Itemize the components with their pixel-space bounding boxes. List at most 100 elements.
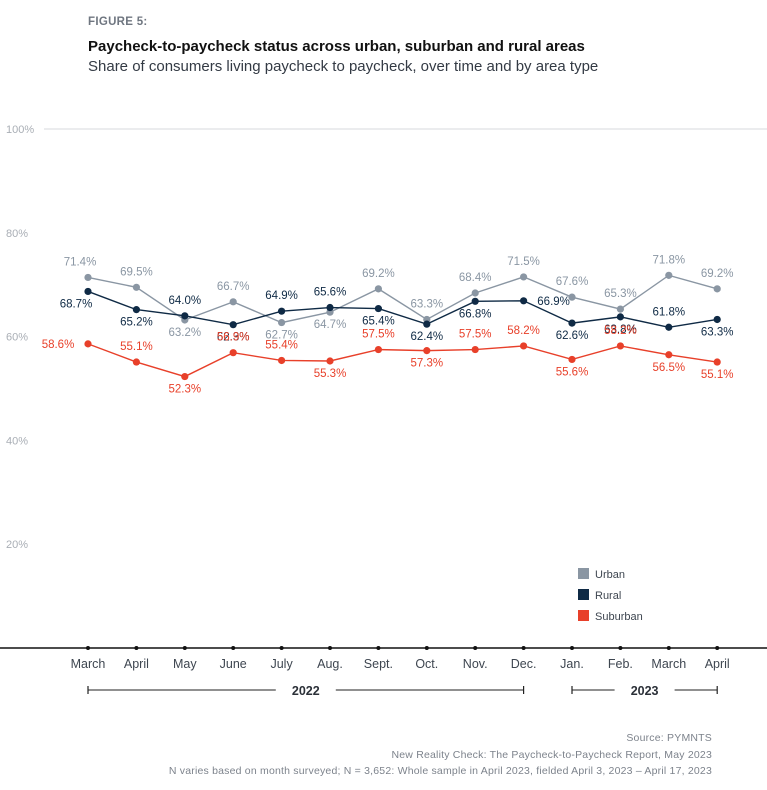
x-tick-dot <box>279 646 284 650</box>
urban-data-label: 66.7% <box>217 281 250 293</box>
urban-data-point <box>374 285 382 293</box>
suburban-data-point <box>471 345 479 354</box>
suburban-data-label: 57.5% <box>362 329 395 341</box>
suburban-data-label: 52.3% <box>168 384 201 396</box>
rural-data-label: 66.8% <box>459 308 492 320</box>
x-tick-label: Dec. <box>511 657 537 671</box>
urban-data-point <box>568 293 576 301</box>
rural-series-line <box>87 290 718 328</box>
rural-data-label: 62.3% <box>217 332 250 344</box>
rural-data-point <box>616 313 625 321</box>
rural-data-point <box>229 321 237 329</box>
suburban-data-point <box>568 355 576 364</box>
rural-data-label: 65.2% <box>120 317 153 329</box>
x-tick-label: Nov. <box>463 657 488 671</box>
suburban-data-label: 55.1% <box>120 341 153 353</box>
x-tick-dot <box>134 646 139 650</box>
suburban-data-label: 55.1% <box>701 369 734 381</box>
urban-legend-label: Urban <box>595 569 625 581</box>
figure-label: FIGURE 5: <box>88 16 148 28</box>
suburban-data-label: 58.6% <box>42 339 75 351</box>
rural-data-label: 66.9% <box>537 296 570 308</box>
urban-data-point <box>520 273 528 281</box>
suburban-legend-label: Suburban <box>595 611 643 623</box>
urban-data-point <box>471 289 479 297</box>
urban-data-label: 62.7% <box>265 330 298 342</box>
rural-data-label: 63.8% <box>604 324 637 336</box>
suburban-data-point <box>229 349 237 357</box>
suburban-data-label: 58.2% <box>507 325 540 337</box>
suburban-series-line <box>87 343 718 378</box>
suburban-data-point <box>374 345 382 354</box>
rural-legend-label: Rural <box>595 590 621 602</box>
x-tick-label: March <box>651 657 686 671</box>
x-tick-dot <box>570 646 574 650</box>
rural-data-point <box>423 320 431 328</box>
x-tick-label: Aug. <box>317 657 343 671</box>
suburban-data-label: 56.9% <box>217 332 250 344</box>
urban-data-label: 63.2% <box>168 327 201 339</box>
rural-data-label: 68.7% <box>60 298 93 310</box>
urban-data-label: 64.7% <box>314 319 347 331</box>
x-tick-dot <box>715 646 720 650</box>
rural-data-point <box>374 304 382 313</box>
rural-data-label: 63.3% <box>701 326 734 338</box>
suburban-data-label: 55.6% <box>556 366 589 378</box>
suburban-data-point <box>665 351 673 359</box>
urban-data-label: 69.5% <box>120 266 153 278</box>
suburban-data-label: 57.3% <box>410 358 443 370</box>
urban-data-point <box>713 285 721 293</box>
urban-legend-swatch <box>578 568 589 579</box>
report-line: New Reality Check: The Paycheck-to-Paych… <box>391 748 712 761</box>
rural-data-label: 62.6% <box>556 330 589 342</box>
x-tick-label: April <box>124 657 149 671</box>
chart-title: Paycheck-to-paycheck status across urban… <box>88 38 585 55</box>
urban-data-point <box>665 271 673 279</box>
suburban-data-point <box>278 356 286 365</box>
x-tick-label: May <box>173 657 197 671</box>
x-tick-label: March <box>71 657 106 671</box>
y-tick-label: 20% <box>6 539 28 551</box>
x-tick-dot <box>86 646 90 650</box>
x-tick-dot <box>521 646 526 650</box>
rural-data-label: 64.0% <box>168 295 201 307</box>
rural-data-point <box>278 307 286 315</box>
urban-data-label: 63.3% <box>410 298 443 310</box>
x-tick-label: June <box>220 657 247 671</box>
suburban-data-point <box>181 372 189 381</box>
rural-data-label: 64.9% <box>265 290 298 302</box>
source-line: Source: PYMNTS <box>626 732 712 744</box>
suburban-data-point <box>326 357 334 365</box>
x-tick-dot <box>666 646 671 650</box>
sample-note-line: N varies based on month surveyed; N = 3,… <box>168 765 712 777</box>
x-tick-dot <box>473 646 478 650</box>
urban-data-point <box>229 298 237 306</box>
suburban-data-point <box>616 342 625 350</box>
rural-data-label: 65.6% <box>314 287 347 299</box>
rural-data-point <box>471 297 479 305</box>
x-tick-label: Jan. <box>560 657 584 671</box>
suburban-data-label: 57.5% <box>459 329 492 341</box>
urban-data-label: 71.4% <box>64 256 97 268</box>
urban-data-label: 69.2% <box>701 268 734 280</box>
urban-data-label: 69.2% <box>362 268 395 280</box>
rural-data-point <box>326 303 334 312</box>
source-note: Source: PYMNTS New Reality Check: The Pa… <box>169 730 712 780</box>
rural-data-point <box>84 287 92 296</box>
urban-data-point <box>278 318 286 327</box>
chart-subtitle: Share of consumers living paycheck to pa… <box>88 58 599 75</box>
rural-data-point <box>520 297 528 305</box>
urban-data-point <box>616 305 625 313</box>
rural-data-point <box>713 315 721 324</box>
x-tick-label: Feb. <box>608 657 633 671</box>
y-tick-label: 100% <box>6 124 34 136</box>
x-tick-dot <box>231 646 236 650</box>
x-tick-dot <box>182 646 187 650</box>
suburban-data-label: 55.4% <box>265 339 298 351</box>
x-tick-label: Oct. <box>415 657 438 671</box>
rural-data-point <box>665 323 673 331</box>
rural-data-point <box>568 319 576 327</box>
rural-data-label: 61.8% <box>652 306 685 318</box>
x-tick-label: July <box>270 657 293 671</box>
